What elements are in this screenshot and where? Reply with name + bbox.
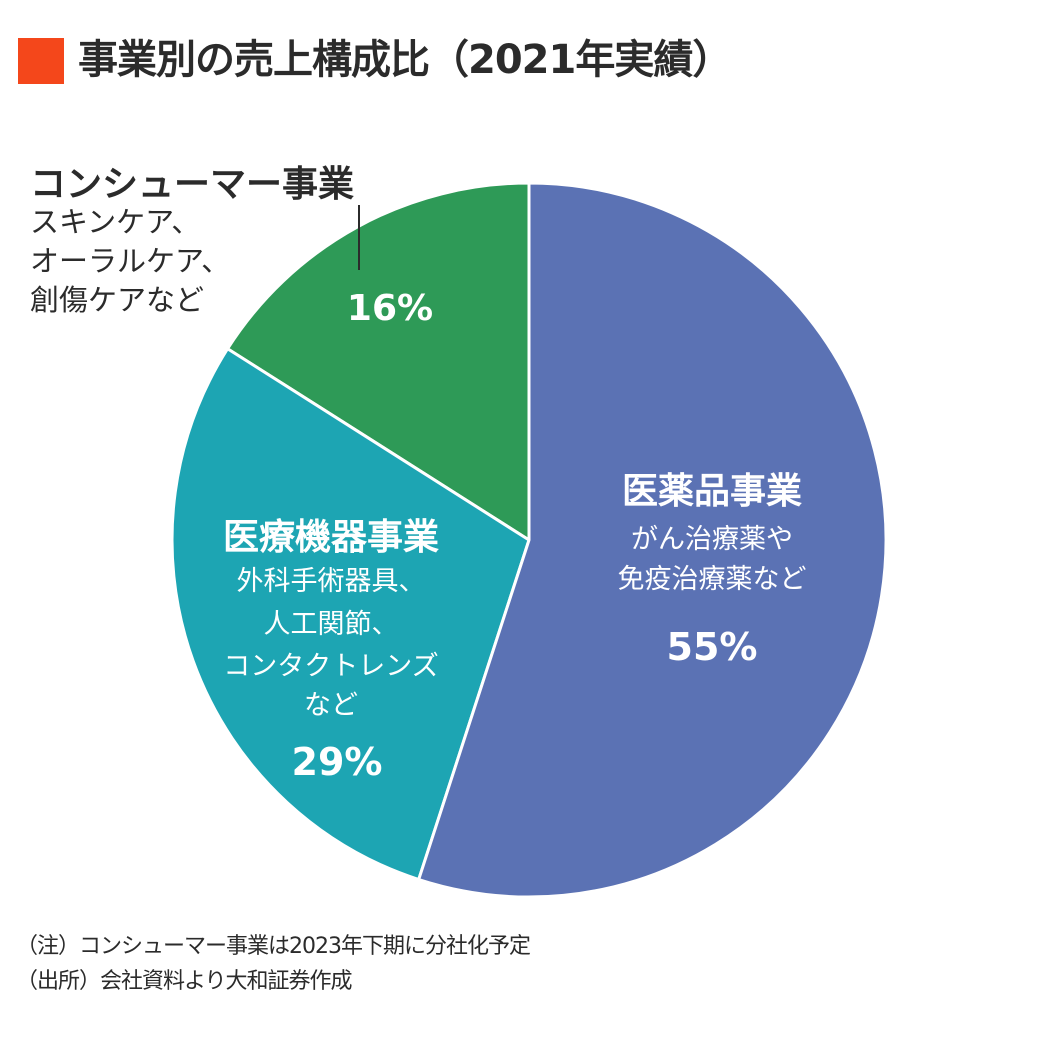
slice-desc-medtech-1: 外科手術器具、 <box>236 566 426 597</box>
slice-desc-medtech-3: コンタクトレンズ <box>223 651 439 682</box>
pie-slice-consumer <box>226 181 531 542</box>
slice-label-pharma: 医薬品事業 <box>621 471 803 512</box>
slice-desc-consumer-1: スキンケア、 <box>30 205 201 239</box>
footnote: （注）コンシューマー事業は2023年下期に分社化予定 <box>16 934 531 959</box>
title-accent-square <box>18 38 64 84</box>
chart-title: 事業別の売上構成比（2021年実績） <box>78 37 732 83</box>
slice-label-consumer: コンシューマー事業 <box>30 164 355 205</box>
slice-percent-medtech: 29% <box>291 740 383 784</box>
slice-desc-medtech-2: 人工関節、 <box>263 609 399 640</box>
pie-slice-medtech <box>170 347 531 882</box>
slice-desc-pharma-1: がん治療薬や <box>631 524 793 555</box>
slice-desc-medtech-4: など <box>304 690 358 721</box>
pie-slice-pharma <box>417 181 888 899</box>
slice-percent-pharma: 55% <box>666 625 758 669</box>
slice-desc-pharma-2: 免疫治療薬など <box>617 564 807 595</box>
source-note: （出所）会社資料より大和証券作成 <box>16 969 353 994</box>
slice-percent-consumer: 16% <box>346 288 434 329</box>
slice-desc-consumer-3: 創傷ケアなど <box>30 283 205 317</box>
slice-label-medtech: 医療機器事業 <box>222 517 440 558</box>
slice-desc-consumer-2: オーラルケア、 <box>30 244 231 278</box>
